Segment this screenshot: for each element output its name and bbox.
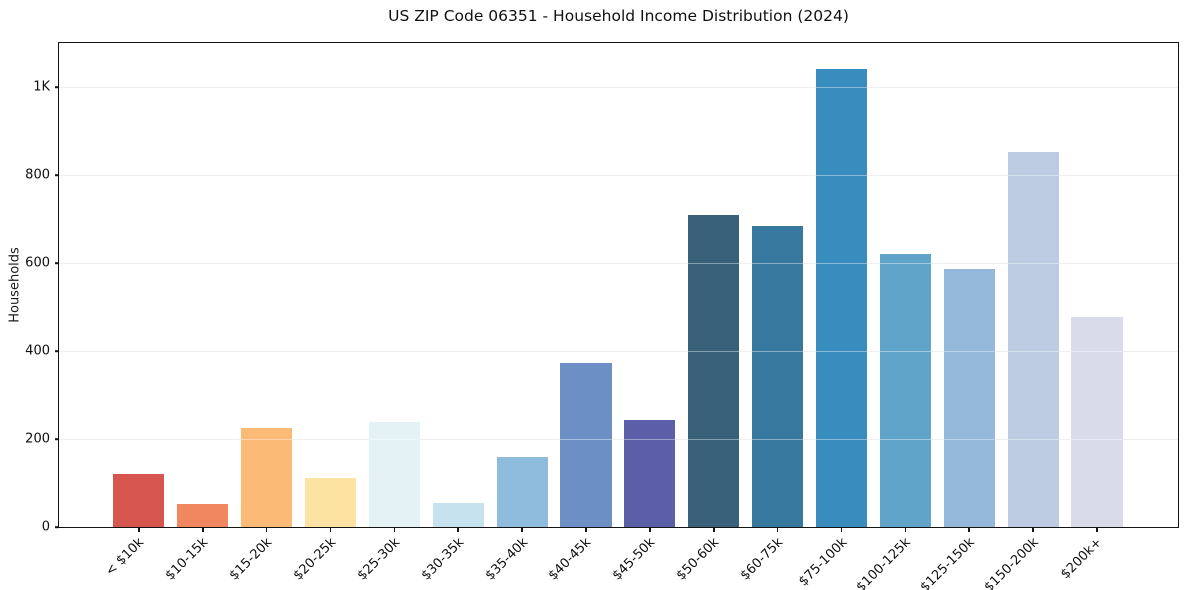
bar [113, 474, 165, 527]
x-tick [393, 527, 396, 532]
bar [432, 503, 484, 527]
x-tick-label-text: $100-125k [853, 535, 914, 590]
x-tick [1032, 527, 1034, 532]
x-tick [201, 527, 204, 532]
x-tick-label-text: $75-100k [795, 535, 851, 590]
x-tick [329, 527, 332, 532]
x-tick-label-text: $35-40k [482, 535, 531, 584]
x-tick-label-text: $30-35k [418, 535, 467, 584]
bar [815, 68, 867, 527]
x-tick [521, 527, 523, 532]
x-tick-label-text: $50-60k [673, 535, 723, 584]
gridline [59, 263, 1178, 265]
y-tick [54, 350, 59, 352]
x-tick-label-text: $15-20k [226, 535, 276, 584]
gridline-overlay [59, 263, 1178, 265]
bar [1007, 152, 1059, 527]
bar [879, 254, 931, 527]
bar [241, 428, 293, 527]
gridline [59, 87, 1178, 89]
gridline [59, 175, 1178, 177]
gridline-overlay [59, 87, 1178, 89]
plot-area: 0 200 400 600 800 1K < $10k $10-15k $15-20k $20-2… [25, 42, 1179, 590]
bar [624, 419, 676, 527]
gridline-overlay [59, 439, 1178, 441]
x-tick-label-text: $200k+ [1058, 535, 1106, 583]
chart-title: US ZIP Code 06351 - Household Income Dis… [388, 7, 849, 25]
y-tick [54, 526, 59, 528]
y-tick [54, 438, 59, 440]
x-tick-label-text: $20-25k [290, 535, 340, 584]
bar [688, 215, 740, 527]
y-tick [54, 174, 59, 176]
bar [304, 477, 356, 527]
x-tick-label-text: $125-150k [917, 535, 978, 590]
bar [752, 226, 804, 527]
y-tick-label: 400 [25, 343, 50, 359]
bar [177, 504, 229, 527]
x-tick [585, 527, 587, 532]
x-tick-label-text: < $10k [103, 535, 148, 580]
x-tick [457, 527, 459, 532]
bar [368, 421, 420, 527]
x-tick [840, 527, 843, 532]
gridline-overlay [59, 351, 1178, 353]
x-tick [649, 527, 651, 532]
gridline-overlay [59, 175, 1178, 177]
x-tick [265, 527, 268, 532]
y-axis-label: Households [7, 247, 23, 323]
x-tick [712, 527, 715, 532]
y-tick-label: 200 [25, 431, 50, 447]
y-tick [54, 86, 59, 88]
bar [560, 362, 612, 527]
x-tick-label-text: $150-200k [981, 535, 1042, 590]
x-tick-label-text: $25-30k [354, 535, 403, 584]
x-tick-label-text: $10-15k [162, 535, 212, 584]
bar [1071, 316, 1123, 527]
x-tick [1096, 527, 1098, 532]
x-tick-label-text: $60-75k [737, 535, 787, 584]
x-tick-label-text: $45-50k [609, 535, 659, 584]
y-tick-label: 1K [33, 79, 50, 95]
bar [943, 269, 995, 527]
x-tick [968, 527, 970, 532]
y-tick [54, 262, 59, 264]
x-tick [138, 527, 140, 532]
x-tick [776, 527, 779, 532]
x-tick-label-text: $40-45k [546, 535, 595, 584]
bar [496, 456, 548, 527]
y-tick-label: 0 [41, 519, 50, 535]
gridline [59, 439, 1178, 441]
y-tick-label: 800 [25, 167, 50, 183]
y-tick-label: 600 [25, 255, 50, 271]
x-tick [904, 527, 907, 532]
gridline [59, 351, 1178, 353]
